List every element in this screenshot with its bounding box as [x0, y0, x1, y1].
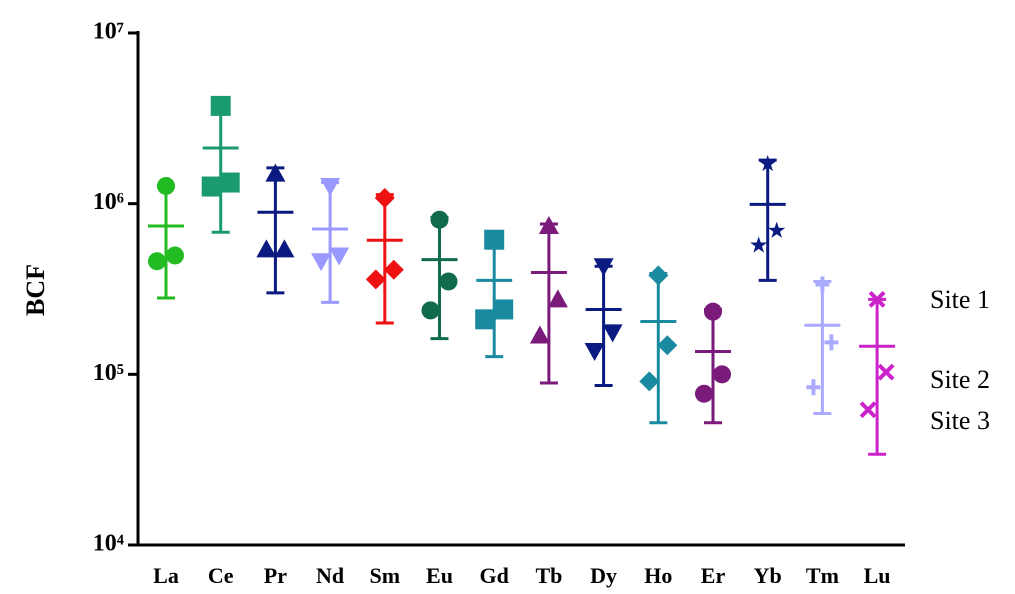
point	[493, 299, 514, 320]
y-tick-label: 10⁴	[93, 531, 124, 557]
point	[529, 325, 550, 344]
x-tick-label: Ce	[208, 563, 234, 588]
point	[320, 177, 341, 196]
point	[166, 246, 184, 265]
x-tick-label: Tb	[535, 563, 562, 588]
point	[639, 371, 660, 392]
point	[148, 252, 166, 271]
point	[877, 363, 895, 381]
annotation: Site 1	[930, 285, 990, 314]
annotation: Site 2	[930, 365, 990, 394]
x-tick-label: Nd	[316, 563, 344, 588]
x-tick-label: Yb	[754, 563, 782, 588]
point	[859, 401, 877, 419]
x-tick-label: La	[153, 563, 179, 588]
point	[374, 187, 395, 208]
point	[430, 210, 449, 229]
x-tick-label: Gd	[480, 563, 509, 588]
point	[201, 176, 222, 197]
point	[157, 176, 175, 195]
point	[695, 384, 713, 403]
point	[657, 335, 678, 356]
x-tick-label: Lu	[864, 563, 891, 588]
point	[868, 290, 886, 308]
point	[824, 334, 839, 351]
point	[713, 365, 731, 384]
y-tick-label: 10⁵	[93, 360, 124, 386]
point	[311, 253, 332, 272]
point	[439, 272, 458, 291]
point	[602, 324, 623, 343]
point	[274, 239, 295, 258]
x-tick-label: Sm	[370, 563, 401, 588]
point	[210, 95, 231, 116]
y-tick-label: 10⁶	[93, 189, 124, 215]
point	[648, 265, 669, 286]
point	[806, 379, 821, 396]
x-tick-label: Pr	[264, 563, 287, 588]
x-tick-label: Tm	[806, 563, 839, 588]
point	[584, 342, 605, 361]
point	[484, 229, 505, 250]
point	[750, 236, 768, 253]
point	[475, 309, 496, 330]
point	[593, 258, 614, 277]
point	[815, 276, 830, 293]
point	[538, 215, 559, 234]
point	[383, 259, 404, 280]
y-axis-label: BCF	[21, 264, 50, 316]
y-tick-label: 10⁷	[93, 19, 124, 45]
point	[704, 302, 722, 321]
annotation: Site 3	[930, 406, 990, 435]
point	[329, 247, 350, 266]
point	[547, 289, 568, 308]
x-tick-label: Ho	[644, 563, 672, 588]
point	[421, 301, 440, 320]
point	[265, 163, 286, 182]
point	[256, 239, 277, 258]
x-tick-label: Er	[701, 563, 726, 588]
point	[768, 221, 786, 238]
x-tick-label: Eu	[426, 563, 453, 588]
point	[219, 172, 240, 193]
point	[365, 269, 386, 290]
x-tick-label: Dy	[590, 563, 617, 588]
point	[759, 154, 777, 172]
